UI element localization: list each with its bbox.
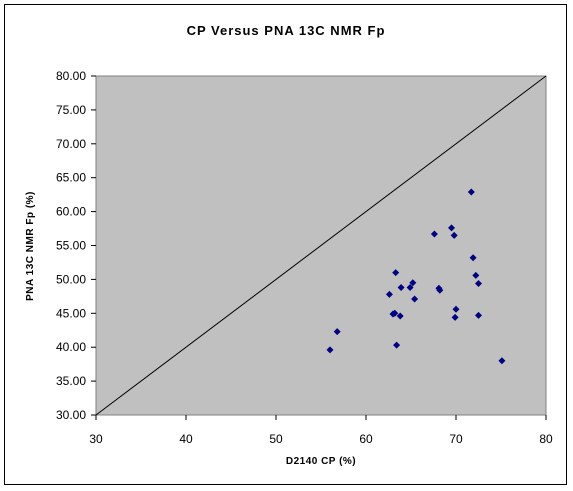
scatter-chart: CP Versus PNA 13C NMR Fp 30 40 50 60 70 80 30… [25, 23, 553, 467]
data-point [452, 305, 460, 313]
y-tick-label: 65.00 [56, 171, 86, 185]
data-point [451, 313, 459, 321]
y-tick-label: 35.00 [56, 374, 86, 388]
x-tick-label: 40 [179, 432, 193, 446]
data-point [411, 295, 419, 303]
y-tick-label: 75.00 [56, 103, 86, 117]
y-tick-label: 55.00 [56, 239, 86, 253]
data-point [448, 224, 455, 232]
data-point [397, 284, 405, 292]
data-point [396, 312, 404, 320]
data-point [333, 328, 341, 336]
y-tick-label: 45.00 [56, 306, 86, 320]
x-axis-ticks: 30 40 50 60 70 80 [89, 415, 553, 446]
data-point [475, 311, 482, 319]
x-tick-label: 70 [449, 432, 463, 446]
y-axis-label: PNA 13C NMR Fp (%) [25, 191, 36, 301]
data-point [450, 231, 458, 239]
data-point [467, 188, 475, 196]
data-point [498, 357, 506, 365]
x-axis-label: D2140 CP (%) [286, 456, 356, 467]
chart-frame: CP Versus PNA 13C NMR Fp 30 40 50 60 70 80 30… [4, 4, 567, 485]
data-point [409, 279, 417, 287]
data-point [406, 284, 414, 292]
data-point [392, 269, 400, 277]
data-points [326, 188, 506, 365]
y-tick-label: 70.00 [56, 137, 86, 151]
reference-line [95, 75, 547, 416]
data-point [472, 271, 480, 279]
data-point [391, 309, 399, 317]
x-tick-label: 30 [89, 432, 103, 446]
data-point [326, 346, 334, 354]
y-tick-label: 80.00 [56, 69, 86, 83]
y-tick-label: 30.00 [56, 408, 86, 422]
y-tick-label: 50.00 [56, 272, 86, 286]
data-point [436, 286, 444, 294]
x-tick-label: 60 [359, 432, 373, 446]
x-tick-label: 80 [539, 432, 553, 446]
data-point [475, 279, 482, 287]
data-point [469, 254, 477, 262]
y-tick-label: 40.00 [56, 340, 86, 354]
chart-title: CP Versus PNA 13C NMR Fp [187, 23, 386, 38]
data-point [430, 230, 438, 238]
x-tick-label: 50 [269, 432, 283, 446]
y-tick-label: 60.00 [56, 205, 86, 219]
data-point [385, 290, 393, 298]
y-axis-ticks: 30.00 35.00 40.00 45.00 50.00 55.00 60.00 65.00… [56, 69, 96, 422]
data-point [393, 341, 401, 349]
